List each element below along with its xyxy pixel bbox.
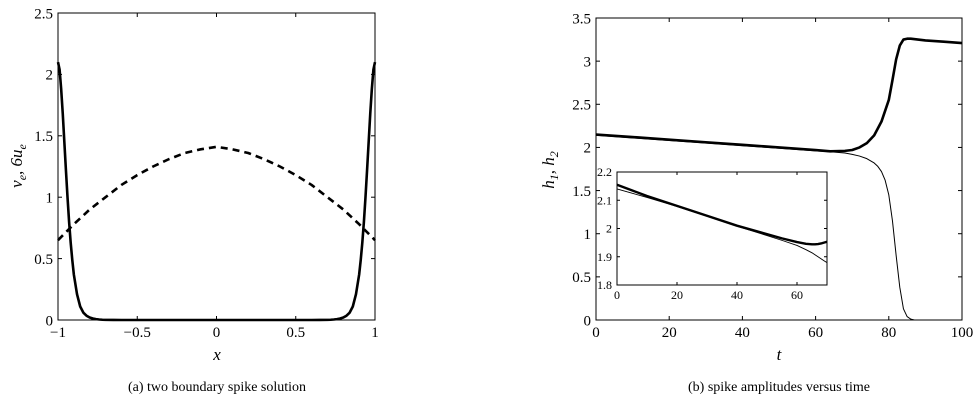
inset-series-line-2 — [616, 188, 828, 264]
panel-b-series-line-1 — [595, 37, 963, 153]
inset-x-tick-label: 20 — [671, 288, 683, 302]
panel-b-x-tick-label: 60 — [808, 325, 823, 341]
panel-a-y-tick-label: 1 — [46, 190, 54, 206]
panel-b-x-tick-label: 20 — [662, 325, 677, 341]
inset-ticks: 0 20 40 60 1.8 1.9 2 2.1 2.2 — [597, 165, 827, 302]
panel-b-x-tick-label: 40 — [735, 325, 750, 341]
panel-b-y-tick-label: 0.5 — [572, 270, 591, 286]
inset-y-tick-label: 2.2 — [597, 165, 612, 179]
panel-b-caption: (b) spike amplitudes versus time — [688, 380, 870, 395]
panel-b-series-line-2 — [595, 134, 915, 321]
panel-a-series-line-1 — [56, 61, 377, 322]
panel-b-x-tick-label: 80 — [881, 325, 896, 341]
inset-x-tick-label: 0 — [614, 288, 620, 302]
panel-a-y-tick-label: 0 — [46, 313, 54, 329]
panel-b-series — [595, 37, 963, 321]
panel-b-inset: 0 20 40 60 1.8 1.9 2 2.1 2.2 — [597, 165, 828, 302]
panel-a-y-axis-label: ve, 6ue — [7, 143, 29, 187]
panel-a-series — [56, 61, 377, 322]
inset-series-line-1 — [616, 183, 828, 246]
panel-b-y-tick-label: 0 — [584, 313, 592, 329]
panel-b-y-axis-label: h1, h2 — [539, 151, 561, 189]
panel-a-x-tick-label: −0.5 — [124, 325, 151, 341]
panel-b-y-tick-label: 3 — [584, 54, 592, 70]
panel-a-x-tick-label: −1 — [50, 325, 66, 341]
inset-y-tick-label: 1.9 — [597, 250, 612, 264]
panel-b-plot-frame — [595, 17, 963, 321]
panel-b-y-tick-label: 3.5 — [572, 11, 591, 27]
panel-b-y-tick-label: 2 — [584, 141, 592, 157]
inset-y-tick-label: 2.1 — [597, 193, 612, 207]
panel-b-y-tick-label: 2.5 — [572, 98, 591, 114]
panel-a-x-tick-label: 1 — [371, 325, 379, 341]
inset-x-tick-label: 40 — [731, 288, 743, 302]
panel-a-caption: (a) two boundary spike solution — [128, 380, 306, 395]
panel-a-x-axis-label: x — [212, 345, 221, 364]
panel-a-plot-frame — [57, 12, 376, 321]
panel-a-series-line-2 — [57, 145, 376, 242]
panel-a-y-tick-label: 0.5 — [34, 252, 53, 268]
panel-b-y-tick-label: 1 — [584, 227, 592, 243]
panel-a-x-tick-label: 0 — [213, 325, 221, 341]
inset-y-tick-label: 2 — [606, 222, 612, 236]
inset-series — [616, 183, 828, 264]
panel-b-x-tick-label: 0 — [592, 325, 600, 341]
panel-a-y-tick-label: 2.5 — [34, 6, 53, 22]
panel-b-y-tick-label: 1.5 — [572, 184, 591, 200]
panel-a-y-tick-label: 2 — [46, 68, 54, 84]
panel-b-x-tick-label: 100 — [951, 325, 974, 341]
panel-b-x-axis-label: t — [777, 345, 783, 364]
panel-a-x-tick-label: 0.5 — [286, 325, 305, 341]
panel-a-ticks: −1 −0.5 0 0.5 1 0 0.5 1 1.5 2 2.5 — [34, 6, 379, 341]
inset-y-tick-label: 1.8 — [597, 278, 612, 292]
inset-background — [616, 171, 828, 286]
panel-b-spike-amplitudes: 0 20 40 60 80 100 0 0.5 1 1.5 2 2.5 3 3.5 t h1, h2 0 2… — [539, 11, 973, 395]
inset-x-tick-label: 60 — [791, 288, 803, 302]
panel-a-y-tick-label: 1.5 — [34, 129, 53, 145]
panel-a-spike-solution: −1 −0.5 0 0.5 1 0 0.5 1 1.5 2 2.5 x ve, 6ue (a) tw… — [7, 6, 379, 395]
